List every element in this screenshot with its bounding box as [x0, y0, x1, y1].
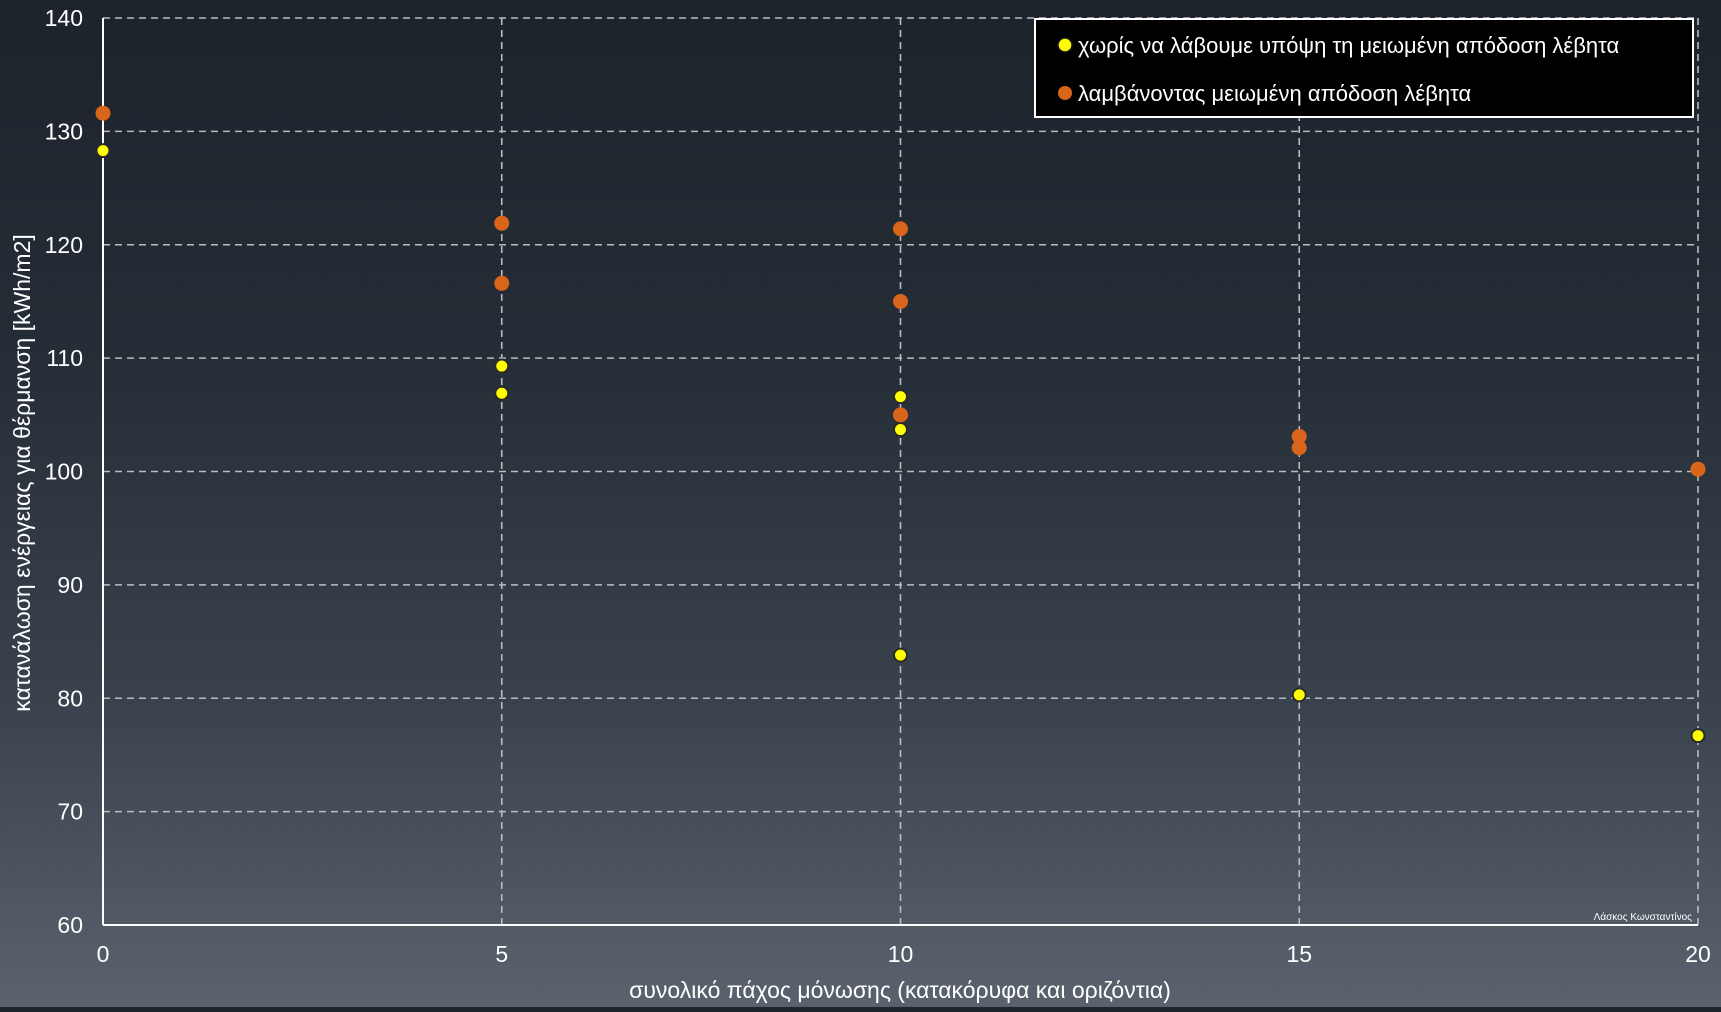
- x-tick-label: 15: [1286, 941, 1312, 967]
- data-point-orange: [95, 105, 111, 121]
- data-point-orange: [893, 293, 908, 309]
- legend-marker-yellow: [1057, 37, 1073, 53]
- y-tick-label: 60: [57, 912, 83, 938]
- x-tick-label: 5: [495, 941, 508, 967]
- y-tick-label: 70: [57, 799, 83, 825]
- legend-marker-orange: [1058, 86, 1072, 100]
- x-tick-label: 0: [97, 941, 110, 967]
- y-tick-label: 130: [45, 118, 83, 144]
- data-point-orange: [1291, 440, 1307, 456]
- y-tick-label: 140: [45, 5, 83, 31]
- data-point-yellow: [893, 422, 908, 438]
- data-point-yellow: [1690, 728, 1706, 744]
- data-point-yellow: [893, 647, 908, 663]
- axes: [102, 18, 1698, 926]
- data-point-yellow: [1291, 687, 1307, 703]
- y-tick-label: 120: [45, 232, 83, 258]
- x-tick-label: 20: [1685, 941, 1711, 967]
- y-tick-label: 110: [46, 345, 83, 371]
- data-points: [95, 105, 1706, 744]
- grid: [103, 17, 1699, 925]
- legend-box: [1034, 18, 1694, 118]
- data-point-yellow: [893, 389, 908, 405]
- data-point-orange: [494, 275, 510, 291]
- x-axis-title: συνολικό πάχος μόνωσης (κατακόρυφα και ο…: [629, 977, 1171, 1003]
- x-tick-labels: 0 5 10 15 20: [97, 941, 1711, 967]
- y-tick-label: 90: [57, 572, 83, 598]
- data-point-orange: [1291, 428, 1307, 444]
- data-point-orange: [1690, 461, 1706, 477]
- data-point-orange: [893, 221, 908, 237]
- data-point-yellow: [95, 143, 111, 159]
- data-point-orange: [494, 215, 510, 231]
- data-point-orange: [893, 407, 908, 423]
- legend-label-yellow: χωρίς να λάβουμε υπόψη τη μειωμένη απόδο…: [1078, 33, 1619, 58]
- y-axis-title: κατανάλωση ενέργειας για θέρμανση [kWh/m…: [9, 234, 35, 712]
- data-point-yellow: [494, 385, 510, 401]
- y-tick-labels: 60 70 80 90 100 110 120 130 140: [45, 5, 83, 938]
- y-tick-label: 80: [57, 685, 83, 711]
- y-tick-label: 100: [45, 459, 83, 485]
- credit-text: Λάσκος Κωνσταντίνος: [1594, 911, 1693, 923]
- legend-label-orange: λαμβάνοντας μειωμένη απόδοση λέβητα: [1078, 81, 1471, 106]
- data-point-yellow: [494, 358, 510, 374]
- x-tick-label: 10: [888, 941, 914, 967]
- legend: χωρίς να λάβουμε υπόψη τη μειωμένη απόδο…: [1034, 18, 1694, 118]
